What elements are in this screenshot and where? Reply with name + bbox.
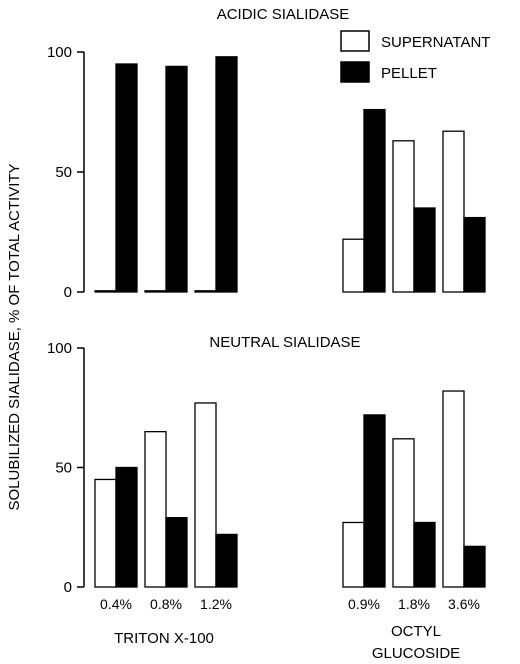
neutral-bar-pellet-g2-2 [413, 521, 436, 588]
category-label-0-4pct: 0.4% [100, 596, 132, 612]
legend: SUPERNATANT PELLET [340, 30, 490, 83]
acidic-bar-pellet-g2-3 [463, 216, 486, 293]
neutral-y-tick-label-100: 100 [47, 340, 72, 357]
neutral-bar-pellet-g2-1 [363, 414, 386, 588]
neutral-panel-title: NEUTRAL SIALIDASE [209, 334, 360, 351]
neutral-sialidase-panel: NEUTRAL SIALIDASE 0 50 100 0.4% 0.8% 1.2% 0.9… [47, 334, 486, 612]
category-label-1-2pct: 1.2% [200, 596, 232, 612]
group-label-octyl-line1: OCTYL [391, 623, 441, 640]
acidic-bar-supernatant-g1-2 [144, 290, 167, 293]
neutral-bar-pellet-g1-1 [115, 466, 138, 588]
acidic-y-tick-label-100: 100 [47, 44, 72, 61]
category-label-1-8pct: 1.8% [398, 596, 430, 612]
neutral-bar-pellet-g1-2 [165, 517, 188, 588]
acidic-y-tick-label-50: 50 [55, 164, 72, 181]
neutral-bar-supernatant-g2-1 [342, 521, 365, 588]
group-label-octyl-line2: GLUCOSIDE [372, 645, 460, 662]
acidic-bars [94, 56, 486, 293]
neutral-y-tick-label-0: 0 [64, 579, 72, 596]
acidic-bar-supernatant-g1-3 [194, 290, 217, 293]
neutral-bar-supernatant-g1-1 [94, 478, 117, 588]
legend-swatch-supernatant [340, 30, 370, 52]
legend-label-supernatant: SUPERNATANT [381, 34, 490, 51]
y-axis-label: SOLUBILIZED SIALIDASE, % OF TOTAL ACTIVI… [6, 163, 23, 510]
category-label-3-6pct: 3.6% [448, 596, 480, 612]
neutral-category-labels: 0.4% 0.8% 1.2% 0.9% 1.8% 3.6% [100, 596, 480, 612]
neutral-bar-supernatant-g2-3 [442, 390, 465, 588]
acidic-y-axis: 0 50 100 [47, 44, 85, 301]
acidic-bar-supernatant-g2-3 [442, 130, 465, 293]
acidic-sialidase-panel: ACIDIC SIALIDASE 0 50 100 [47, 6, 486, 301]
neutral-bars [94, 390, 486, 588]
acidic-bar-pellet-g1-2 [165, 65, 188, 293]
neutral-bar-supernatant-g1-3 [194, 402, 217, 588]
acidic-bar-pellet-g2-1 [363, 108, 386, 293]
neutral-bar-pellet-g1-3 [215, 533, 238, 588]
acidic-bar-supernatant-g1-1 [94, 290, 117, 293]
category-label-0-9pct: 0.9% [348, 596, 380, 612]
acidic-y-tick-label-0: 0 [64, 284, 72, 301]
acidic-bar-pellet-g1-1 [115, 63, 138, 293]
neutral-bar-supernatant-g1-2 [144, 430, 167, 588]
category-label-0-8pct: 0.8% [150, 596, 182, 612]
neutral-bar-pellet-g2-3 [463, 545, 486, 588]
neutral-y-axis: 0 50 100 [47, 340, 85, 596]
legend-swatch-pellet [340, 61, 370, 83]
acidic-bar-supernatant-g2-2 [392, 140, 415, 293]
neutral-bar-supernatant-g2-2 [392, 438, 415, 588]
neutral-y-tick-label-50: 50 [55, 460, 72, 477]
acidic-bar-supernatant-g2-1 [342, 238, 365, 293]
group-label-triton: TRITON X-100 [114, 630, 214, 647]
legend-label-pellet: PELLET [381, 65, 437, 82]
acidic-bar-pellet-g1-3 [215, 56, 238, 293]
acidic-bar-pellet-g2-2 [413, 207, 436, 293]
acidic-panel-title: ACIDIC SIALIDASE [217, 6, 350, 23]
